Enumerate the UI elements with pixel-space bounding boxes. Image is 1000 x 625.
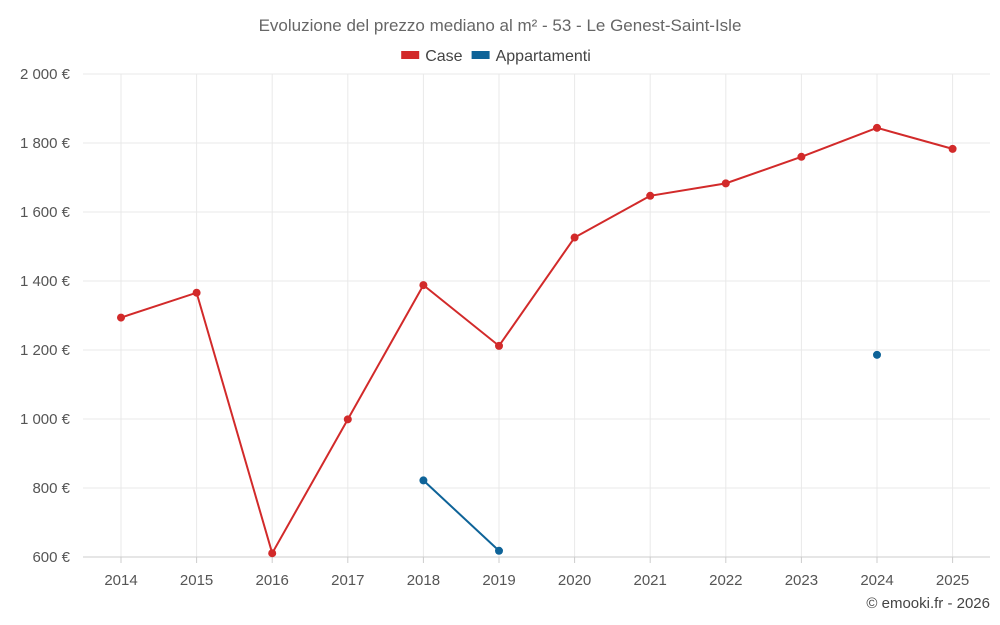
data-point[interactable] xyxy=(419,476,428,485)
y-tick-label: 1 800 € xyxy=(20,135,71,152)
x-tick-label: 2014 xyxy=(104,572,137,589)
y-tick-label: 1 200 € xyxy=(20,342,71,359)
series-layer xyxy=(117,123,957,558)
legend-label: Appartamenti xyxy=(496,48,591,65)
y-tick-label: 1 000 € xyxy=(20,411,71,428)
data-point[interactable] xyxy=(268,549,277,558)
data-point[interactable] xyxy=(419,281,428,290)
y-tick-label: 600 € xyxy=(32,549,70,566)
legend-item-case[interactable]: Case xyxy=(401,48,463,65)
chart-title: Evoluzione del prezzo mediano al m² - 53… xyxy=(259,16,742,35)
data-point[interactable] xyxy=(646,191,655,200)
y-tick-label: 2 000 € xyxy=(20,66,71,83)
series-line xyxy=(422,479,500,552)
y-tick-label: 1 600 € xyxy=(20,204,71,221)
grid xyxy=(83,73,990,558)
legend: Case Appartamenti xyxy=(401,48,591,65)
x-tick-label: 2024 xyxy=(860,572,893,589)
legend-swatch xyxy=(401,51,420,59)
data-point[interactable] xyxy=(343,415,352,424)
x-tick-label: 2016 xyxy=(256,572,289,589)
data-point[interactable] xyxy=(117,313,125,322)
x-tick-label: 2021 xyxy=(634,572,667,589)
data-point[interactable] xyxy=(495,546,503,555)
data-point[interactable] xyxy=(495,341,503,350)
x-tick-label: 2023 xyxy=(785,572,818,589)
y-tick-label: 1 400 € xyxy=(20,273,71,290)
credit-text: © emooki.fr - 2026 xyxy=(866,595,990,612)
data-point[interactable] xyxy=(948,144,957,153)
x-tick-label: 2018 xyxy=(407,572,440,589)
series-appartamenti xyxy=(419,350,881,555)
series-case xyxy=(117,123,957,558)
x-tick-label: 2019 xyxy=(482,572,515,589)
data-point[interactable] xyxy=(873,350,881,359)
y-tick-label: 800 € xyxy=(32,480,70,497)
legend-item-appartamenti[interactable]: Appartamenti xyxy=(471,48,591,65)
x-tick-label: 2022 xyxy=(709,572,742,589)
legend-swatch xyxy=(471,51,490,59)
x-tick-label: 2020 xyxy=(558,572,591,589)
data-point[interactable] xyxy=(721,179,730,188)
data-point[interactable] xyxy=(873,123,881,132)
legend-label: Case xyxy=(425,48,462,65)
x-tick-label: 2025 xyxy=(936,572,969,589)
axes: 600 € 800 € 1 000 € 1 200 € 1 400 € 1 600 € 1 … xyxy=(20,66,990,589)
data-point[interactable] xyxy=(192,288,201,297)
data-point[interactable] xyxy=(570,233,579,242)
series-line xyxy=(120,126,953,556)
x-tick-label: 2017 xyxy=(331,572,364,589)
data-point[interactable] xyxy=(797,152,806,161)
x-tick-label: 2015 xyxy=(180,572,213,589)
